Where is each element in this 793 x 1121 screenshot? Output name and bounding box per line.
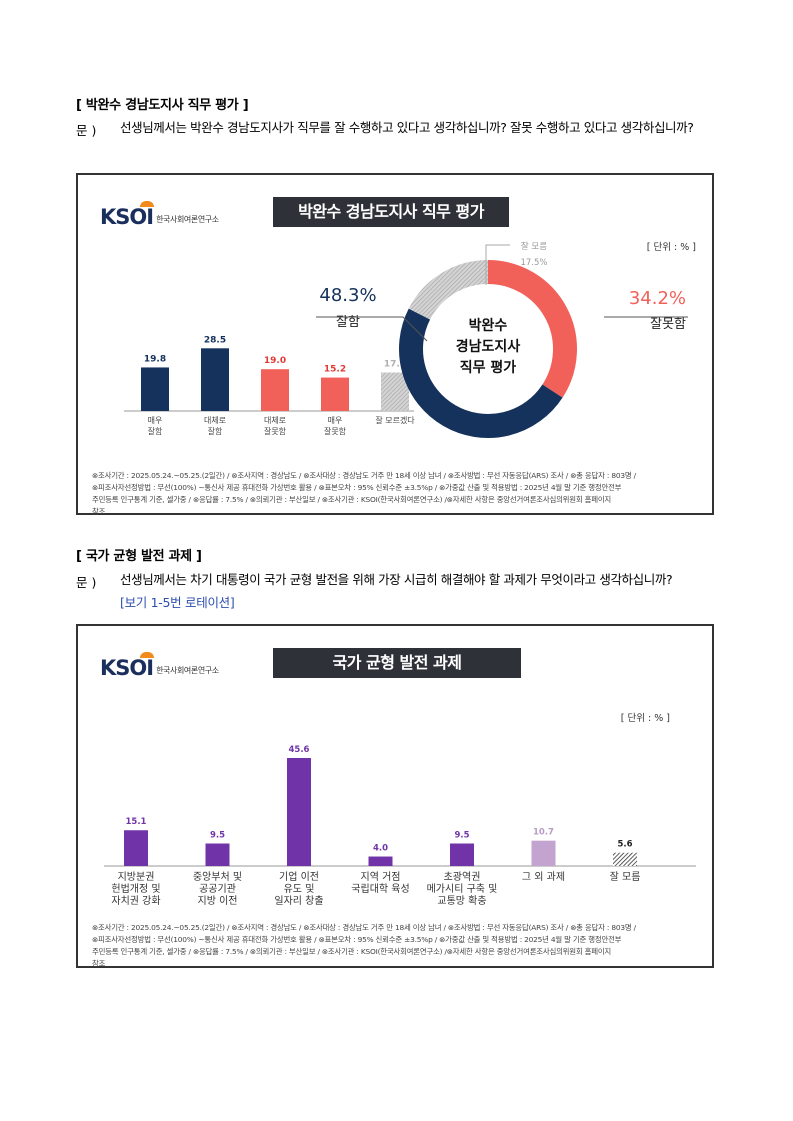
unit-label: [ 단위 : % ] bbox=[646, 242, 696, 253]
bar-category-label: 잘함 bbox=[148, 427, 163, 436]
donut-slice-2 bbox=[408, 260, 489, 320]
logo-mark: KSOI bbox=[100, 652, 154, 680]
bar-category-label: 잘 모름 bbox=[610, 871, 641, 883]
leader-line-good bbox=[316, 316, 428, 342]
bar-4 bbox=[450, 843, 474, 866]
donut-value-unknown: 17.5% bbox=[520, 258, 547, 268]
bar-value-label: 19.8 bbox=[144, 354, 166, 364]
bar-category-label: 잘못함 bbox=[324, 427, 347, 436]
chart-banner: 박완수 경남도지사 직무 평가 bbox=[273, 197, 509, 227]
bar-2 bbox=[287, 758, 311, 866]
ksoi-logo: KSOI 한국사회여론연구소 bbox=[100, 652, 219, 680]
bar-category-label: 헌법개정 및 bbox=[111, 883, 160, 895]
bar-category-label: 유도 및 bbox=[284, 883, 315, 895]
bar-2 bbox=[261, 369, 289, 411]
bar-category-label: 대체로 bbox=[204, 415, 226, 425]
donut-center-line2: 경남도지사 bbox=[456, 338, 521, 355]
bar-category-label: 국립대학 육성 bbox=[351, 882, 409, 895]
bar-6 bbox=[613, 852, 637, 866]
bar-value-label: 9.5 bbox=[210, 831, 225, 841]
bar-category-label: 지방 이전 bbox=[198, 895, 238, 907]
bar-category-label: 지역 거점 bbox=[361, 871, 401, 883]
donut-center-line3: 직무 평가 bbox=[460, 359, 517, 376]
survey-footer: ⊗조사기간 : 2025.05.24.~05.25.(2일간) / ⊗조사지역 … bbox=[92, 922, 698, 970]
bar-category-label: 대체로 bbox=[264, 415, 286, 425]
question-label: 문 ) bbox=[76, 123, 97, 138]
bar-value-label: 5.6 bbox=[617, 840, 632, 850]
bar-3 bbox=[368, 856, 393, 866]
approval-donut: 48.3% 잘함 34.2% 잘못함 잘 모름 17.5% bbox=[319, 241, 686, 438]
donut-value-bad: 34.2% bbox=[629, 288, 686, 309]
bar-value-label: 28.5 bbox=[204, 335, 226, 345]
bar-category-label: 메가시티 구축 및 bbox=[427, 883, 498, 895]
donut-name-unknown: 잘 모름 bbox=[521, 241, 547, 252]
bar-value-label: 9.5 bbox=[454, 831, 469, 841]
bar-category-label: 잘 모르겠다 bbox=[375, 415, 415, 425]
bar-3 bbox=[321, 377, 349, 411]
footer-line: ⊗조사기간 : 2025.05.24.~05.25.(2일간) / ⊗조사지역 … bbox=[92, 471, 636, 480]
bar-category-label: 중앙부처 및 bbox=[193, 871, 242, 883]
footer-line: 주민등록 인구통계 기준, 셀가중 / ⊗응답률 : 7.5% / ⊗의뢰기관 … bbox=[92, 947, 612, 956]
logo-mark: KSOI bbox=[100, 201, 154, 229]
footer-line: ⊗피조사자선정방법 : 무선(100%) ~통신사 제공 휴대전화 가상번호 활… bbox=[92, 935, 622, 944]
section-heading: [ 박완수 경남도지사 직무 평가 ] bbox=[76, 98, 249, 113]
question-label: 문 ) bbox=[76, 575, 97, 590]
footer-line: 참조 bbox=[92, 959, 106, 968]
question-note: [보기 1-5번 로테이션] bbox=[120, 595, 235, 610]
donut-name-good: 잘함 bbox=[336, 315, 360, 330]
footer-line: ⊗피조사자선정방법 : 무선(100%) ~통신사 제공 휴대전화 가상번호 활… bbox=[92, 483, 622, 492]
bar-value-label: 17.5 bbox=[384, 360, 406, 370]
donut-slice-1 bbox=[399, 308, 563, 438]
bar-1 bbox=[201, 348, 229, 411]
bar-value-label: 19.0 bbox=[264, 356, 286, 366]
approval-chart-svg: 19.8매우잘함28.5대체로잘함19.0대체로잘못함15.2매우잘못함17.5… bbox=[124, 241, 688, 438]
bar-0 bbox=[124, 830, 148, 866]
footer-line: ⊗조사기간 : 2025.05.24.~05.25.(2일간) / ⊗조사지역 … bbox=[92, 923, 636, 932]
bar-value-label: 4.0 bbox=[373, 844, 388, 854]
ksoi-logo: KSOI 한국사회여론연구소 bbox=[100, 201, 219, 229]
bar-value-label: 15.2 bbox=[324, 365, 346, 375]
bar-value-label: 15.1 bbox=[126, 817, 147, 827]
donut-center-line1: 박완수 bbox=[469, 317, 508, 334]
bar-category-label: 그 외 과제 bbox=[522, 871, 565, 883]
bar-category-label: 잘함 bbox=[208, 427, 223, 436]
bar-category-label: 초광역권 bbox=[444, 871, 481, 883]
bar-category-label: 기업 이전 bbox=[279, 870, 319, 883]
unit-label: [ 단위 : % ] bbox=[620, 713, 670, 724]
bar-1 bbox=[205, 843, 230, 866]
leader-line-unknown bbox=[485, 244, 510, 285]
bar-category-label: 잘못함 bbox=[264, 427, 287, 436]
logo-subtitle: 한국사회여론연구소 bbox=[156, 666, 219, 675]
question-text: 선생님께서는 차기 대통령이 국가 균형 발전을 위해 가장 시급히 해결해야 … bbox=[120, 572, 673, 587]
bar-value-label: 10.7 bbox=[533, 828, 554, 838]
approval-chart-panel: KSOI 한국사회여론연구소 박완수 경남도지사 직무 평가 [ 단위 : % … bbox=[76, 173, 714, 518]
chart-banner: 국가 균형 발전 과제 bbox=[273, 648, 521, 678]
bar-category-label: 자치권 강화 bbox=[111, 895, 160, 907]
bar-0 bbox=[141, 367, 169, 411]
balance-chart-panel: KSOI 한국사회여론연구소 국가 균형 발전 과제 [ 단위 : % ] 15… bbox=[76, 624, 714, 968]
logo-subtitle: 한국사회여론연구소 bbox=[156, 215, 219, 224]
question-text: 선생님께서는 박완수 경남도지사가 직무를 잘 수행하고 있다고 생각하십니까?… bbox=[120, 120, 694, 135]
survey-footer: ⊗조사기간 : 2025.05.24.~05.25.(2일간) / ⊗조사지역 … bbox=[92, 470, 698, 518]
footer-line: 주민등록 인구통계 기준, 셀가중 / ⊗응답률 : 7.5% / ⊗의뢰기관 … bbox=[92, 495, 612, 504]
donut-value-good: 48.3% bbox=[319, 285, 376, 306]
bar-category-label: 지방분권 bbox=[118, 871, 155, 883]
section-heading: [ 국가 균형 발전 과제 ] bbox=[76, 549, 202, 564]
bar-5 bbox=[531, 840, 556, 866]
bar-category-label: 공공기관 bbox=[199, 883, 236, 895]
donut-slice-0 bbox=[487, 260, 577, 398]
bar-category-label: 일자리 창출 bbox=[274, 895, 323, 907]
bar-category-label: 매우 bbox=[148, 416, 163, 425]
bar-category-label: 매우 bbox=[328, 416, 343, 425]
bar-value-label: 45.6 bbox=[289, 745, 310, 755]
bar-category-label: 교통망 확충 bbox=[437, 895, 486, 907]
footer-line: 참조 bbox=[92, 507, 106, 516]
donut-name-bad: 잘못함 bbox=[650, 317, 686, 332]
